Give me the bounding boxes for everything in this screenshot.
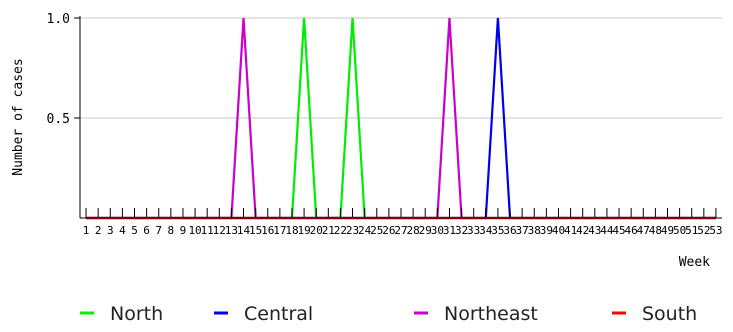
legend-label: Central <box>244 303 313 325</box>
x-tick-label: 14 <box>237 224 251 237</box>
x-tick-label: 48 <box>649 224 662 237</box>
grid <box>80 17 722 119</box>
x-tick-label: 31 <box>443 224 456 237</box>
legend-item-northeast: Northeast <box>414 303 538 325</box>
x-tick-label: 26 <box>382 224 395 237</box>
axes: 0.51.01 2 3 4 5 6 7 8 9 1011121314151617181920212… <box>47 12 723 237</box>
legend: North Central Northeast South <box>80 303 697 325</box>
x-tick-label: 4 <box>119 224 126 237</box>
x-tick-label: 18 <box>285 224 298 237</box>
x-tick-label: 49 <box>661 224 674 237</box>
x-tick-label: 44 <box>600 224 614 237</box>
x-tick-label: 19 <box>297 224 310 237</box>
x-tick-label: 9 <box>180 224 187 237</box>
x-tick-label: 23 <box>346 224 359 237</box>
y-tick-label: 0.5 <box>47 112 70 127</box>
x-tick-label: 47 <box>637 224 650 237</box>
x-tick-label: 27 <box>394 224 407 237</box>
x-tick-label: 25 <box>370 224 383 237</box>
x-tick-label: 42 <box>576 224 589 237</box>
x-tick-label: 30 <box>431 224 444 237</box>
x-tick-label: 34 <box>479 224 493 237</box>
legend-item-central: Central <box>214 303 313 325</box>
x-tick-label: 3 <box>107 224 114 237</box>
legend-label: Northeast <box>444 303 538 325</box>
legend-label: South <box>642 303 697 325</box>
legend-item-south: South <box>612 303 697 325</box>
legend-label: North <box>110 303 163 325</box>
x-tick-label: 2 <box>95 224 102 237</box>
x-tick-label: 12 <box>213 224 226 237</box>
x-tick-label: 13 <box>225 224 238 237</box>
x-tick-label: 51 <box>685 224 698 237</box>
legend-item-north: North <box>80 303 163 325</box>
x-tick-label: 41 <box>564 224 577 237</box>
x-tick-label: 40 <box>552 224 565 237</box>
x-tick-label: 10 <box>188 224 201 237</box>
x-tick-label: 35 <box>491 224 504 237</box>
x-tick-label: 15 <box>249 224 262 237</box>
x-tick-label: 7 <box>155 224 162 237</box>
x-tick-label: 39 <box>540 224 553 237</box>
x-tick-label: 28 <box>406 224 419 237</box>
x-tick-label: 50 <box>673 224 686 237</box>
x-tick-label: 29 <box>419 224 432 237</box>
x-tick-label: 37 <box>516 224 529 237</box>
x-tick-label: 24 <box>358 224 372 237</box>
x-tick-label: 33 <box>467 224 480 237</box>
x-tick-label: 16 <box>261 224 274 237</box>
x-tick-label: 11 <box>201 224 214 237</box>
x-tick-label: 36 <box>503 224 516 237</box>
y-axis-label: Number of cases <box>11 58 26 175</box>
x-tick-label: 22 <box>334 224 347 237</box>
x-tick-label: 45 <box>612 224 625 237</box>
x-tick-label: 5 <box>131 224 138 237</box>
x-tick-label: 32 <box>455 224 468 237</box>
x-tick-label: 43 <box>588 224 601 237</box>
x-tick-label: 38 <box>528 224 541 237</box>
x-tick-label: 8 <box>168 224 175 237</box>
x-tick-label: 1 <box>83 224 90 237</box>
x-tick-label: 52 <box>697 224 710 237</box>
x-tick-label: 53 <box>709 224 722 237</box>
x-tick-label: 46 <box>625 224 638 237</box>
x-axis-label: Week <box>679 255 710 270</box>
x-tick-label: 21 <box>322 224 335 237</box>
x-tick-label: 20 <box>310 224 323 237</box>
x-tick-label: 6 <box>143 224 150 237</box>
y-tick-label: 1.0 <box>47 12 70 27</box>
x-tick-label: 17 <box>273 224 286 237</box>
